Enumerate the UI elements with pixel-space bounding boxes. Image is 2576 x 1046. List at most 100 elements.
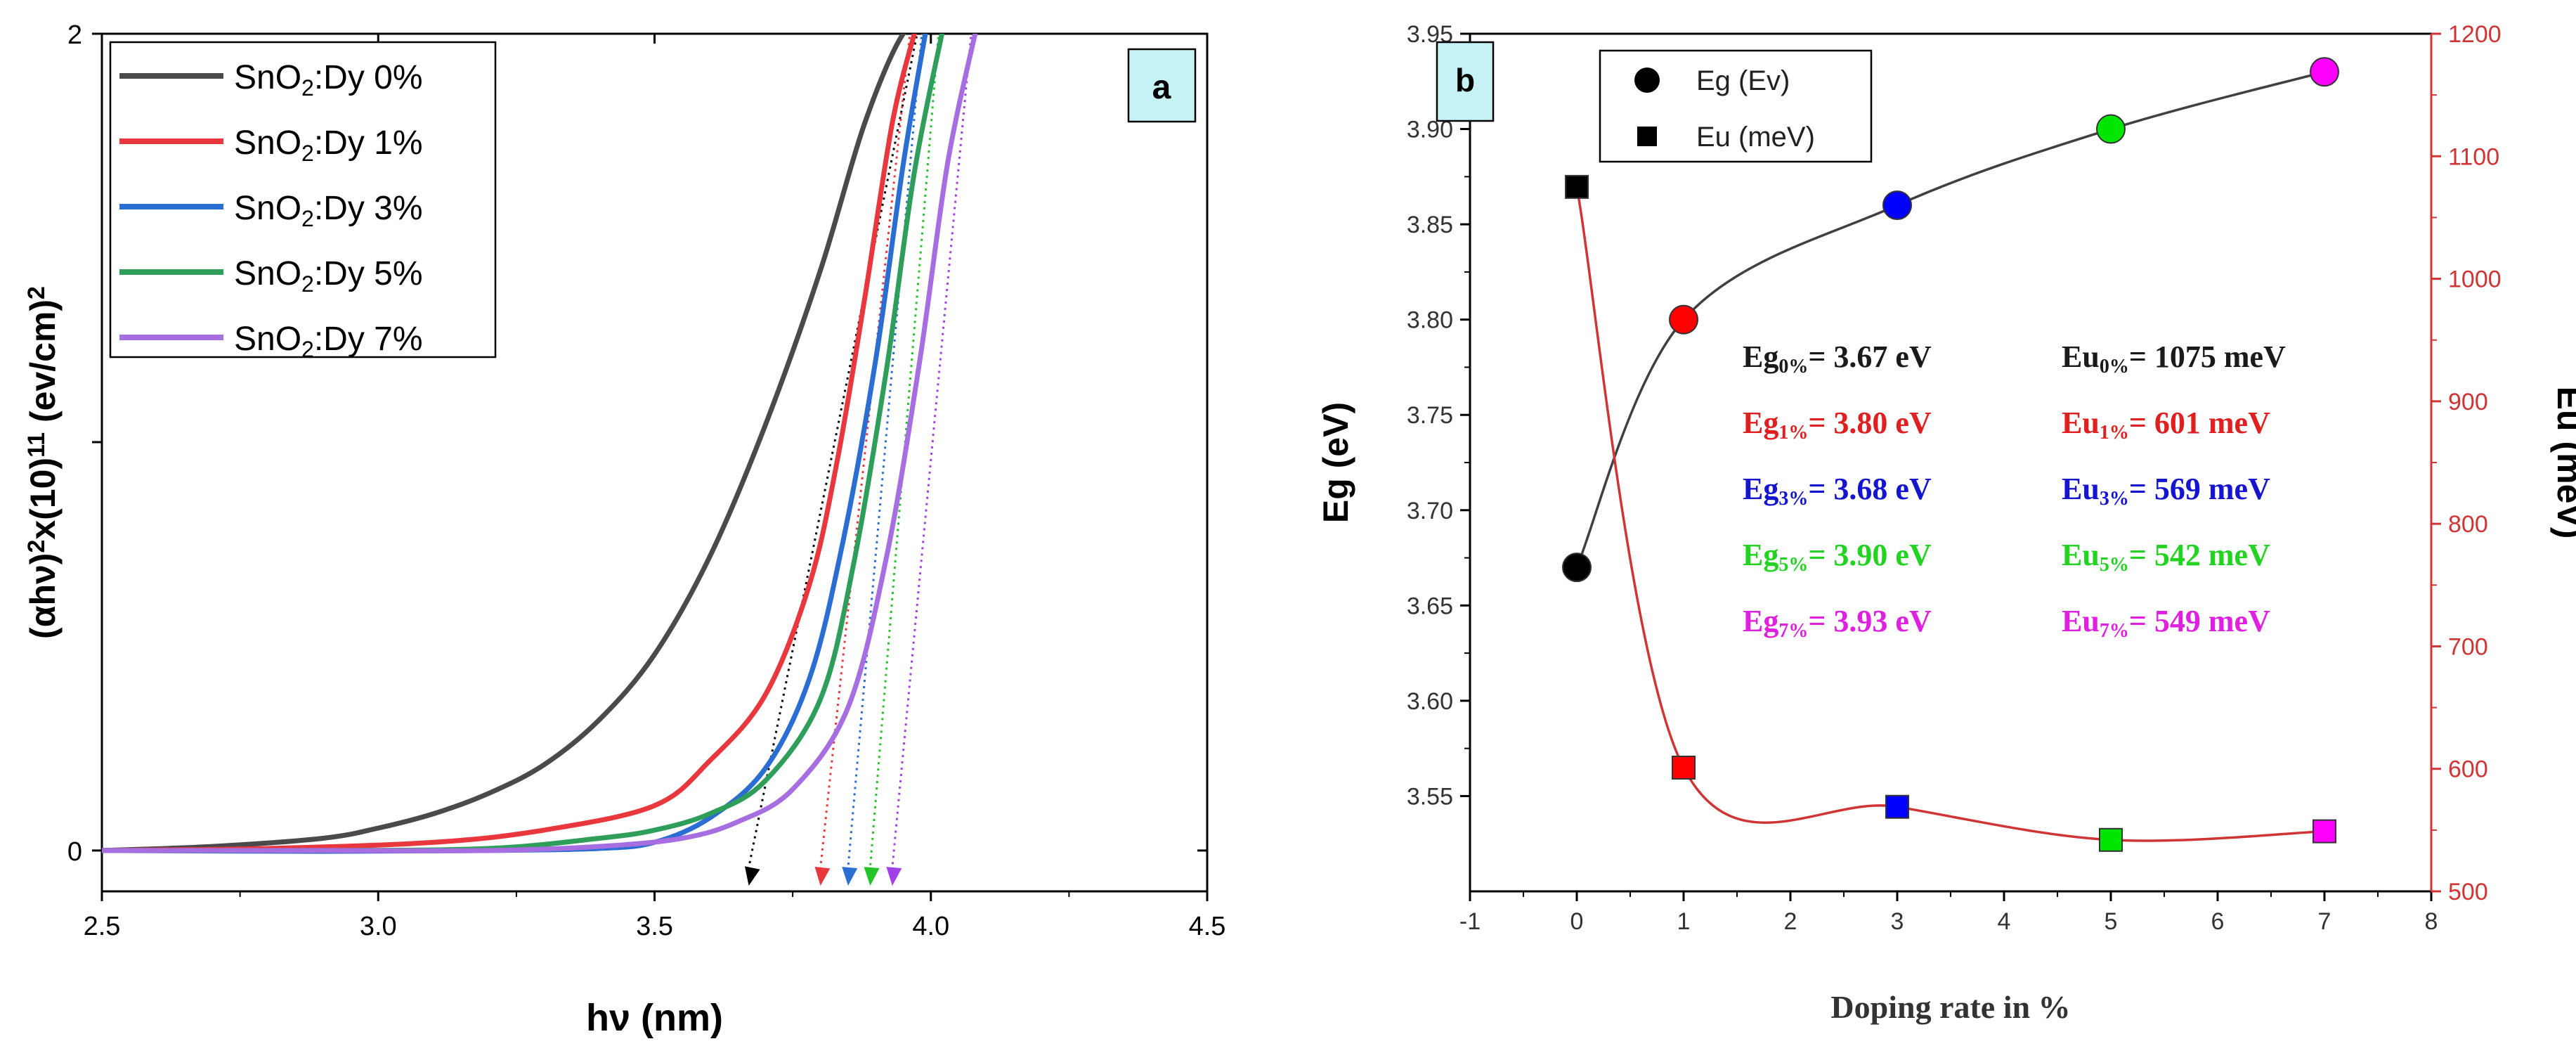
eu-point bbox=[1565, 174, 1589, 199]
eu-annotation-subscript: 5% bbox=[2100, 554, 2129, 576]
eg-point bbox=[1562, 553, 1592, 583]
y-right-tick-label: 1100 bbox=[2448, 143, 2499, 170]
panel-label-box bbox=[1127, 48, 1197, 123]
legend-text-suffix: :Dy 7% bbox=[314, 321, 423, 358]
eu-series-line bbox=[1575, 186, 2325, 842]
y-right-tick-label: 1200 bbox=[2448, 21, 2502, 48]
panel-label-box bbox=[1436, 41, 1495, 122]
tangent-arrowhead bbox=[842, 867, 858, 886]
legend-text: SnO bbox=[234, 190, 301, 227]
x-tick-label: 2 bbox=[1784, 908, 1797, 935]
eg-point bbox=[2096, 114, 2126, 144]
eu-annotation-value: = 1075 meV bbox=[2129, 340, 2286, 374]
eu-annotation-value: = 542 meV bbox=[2129, 538, 2270, 572]
eg-annotation: Eg5%= 3.90 eV bbox=[1743, 538, 1932, 576]
legend-text-suffix: :Dy 0% bbox=[314, 59, 423, 96]
eu-annotation-value: = 569 meV bbox=[2129, 472, 2270, 506]
legend-text-suffix: :Dy 3% bbox=[314, 190, 423, 227]
x-tick-label: 8 bbox=[2425, 908, 2438, 935]
x-tick-label: 1 bbox=[1677, 908, 1691, 935]
tangent-line bbox=[847, 34, 923, 870]
x-tick-label: 0 bbox=[1570, 908, 1584, 935]
y-left-tick-label: 3.60 bbox=[1407, 688, 1453, 715]
eu-annotation-label: Eu bbox=[2062, 472, 2100, 506]
tangent-arrowhead bbox=[864, 867, 880, 886]
x-tick-label: 3 bbox=[1891, 908, 1904, 935]
y-tick-label: 2 bbox=[67, 20, 82, 50]
x-axis-label: Doping rate in % bbox=[1830, 989, 2070, 1025]
legend-text-suffix: :Dy 5% bbox=[314, 255, 423, 292]
legend-square-marker bbox=[1637, 127, 1657, 146]
legend-subscript: 2 bbox=[301, 271, 314, 297]
tangent-line bbox=[747, 34, 918, 870]
eu-annotation: Eu0%= 1075 meV bbox=[2062, 340, 2286, 377]
eg-annotation: Eg7%= 3.93 eV bbox=[1743, 604, 1932, 642]
series-line-0 bbox=[102, 34, 928, 853]
eg-annotation-label: Eg bbox=[1743, 406, 1778, 440]
eg-annotation: Eg3%= 3.68 eV bbox=[1743, 472, 1932, 510]
y-left-tick-label: 3.75 bbox=[1407, 402, 1453, 429]
legend-box bbox=[109, 41, 497, 359]
y-right-tick-label: 800 bbox=[2448, 511, 2488, 538]
eu-annotation-label: Eu bbox=[2062, 406, 2100, 440]
y-right-tick-label: 1000 bbox=[2448, 266, 2502, 293]
eg-annotation-value: = 3.93 eV bbox=[1808, 604, 1932, 638]
eu-point bbox=[2099, 827, 2123, 852]
y-right-tick-label: 700 bbox=[2448, 633, 2488, 660]
legend-entry: SnO2:Dy 5% bbox=[234, 255, 423, 297]
y-label-superscript: 11 bbox=[23, 432, 50, 458]
eu-annotation-subscript: 1% bbox=[2100, 422, 2129, 444]
legend-subscript: 2 bbox=[301, 206, 314, 231]
legend-entry: Eg (Ev) bbox=[1696, 65, 1790, 96]
plot-area bbox=[102, 34, 978, 870]
legend-entry: SnO2:Dy 0% bbox=[234, 59, 423, 101]
eg-annotation-label: Eg bbox=[1743, 604, 1778, 638]
legend-text: SnO bbox=[234, 255, 301, 292]
eu-annotation: Eu1%= 601 meV bbox=[2062, 406, 2270, 444]
eu-point bbox=[2312, 819, 2336, 844]
y-label-superscript: 2 bbox=[23, 540, 50, 553]
eg-annotation-value: = 3.90 eV bbox=[1808, 538, 1932, 572]
eu-annotation-label: Eu bbox=[2062, 340, 2100, 374]
eu-annotation: Eu3%= 569 meV bbox=[2062, 472, 2270, 510]
y-left-tick-label: 3.80 bbox=[1407, 307, 1453, 334]
tangent-line bbox=[819, 34, 911, 870]
x-tick-label: 2.5 bbox=[84, 912, 121, 941]
y-right-tick-label: 500 bbox=[2448, 879, 2488, 905]
legend-text: SnO bbox=[234, 59, 301, 96]
eu-annotation-subscript: 0% bbox=[2100, 356, 2129, 377]
x-tick-label: 4.0 bbox=[912, 912, 949, 941]
tangent-arrowhead bbox=[744, 866, 760, 886]
legend-entry: Eu (meV) bbox=[1696, 122, 1815, 153]
tangent-line bbox=[891, 34, 972, 870]
x-tick-label: 4 bbox=[1998, 908, 2011, 935]
tangent-line bbox=[869, 34, 940, 870]
eg-annotation-label: Eg bbox=[1743, 472, 1778, 506]
eg-annotation-value: = 3.68 eV bbox=[1808, 472, 1932, 506]
y-left-tick-label: 3.70 bbox=[1407, 498, 1453, 524]
y-tick-label: 0 bbox=[67, 837, 82, 867]
y-right-axis-label: Eu (meV) bbox=[2550, 387, 2576, 539]
eu-annotation: Eu5%= 542 meV bbox=[2062, 538, 2270, 576]
eu-annotation-subscript: 3% bbox=[2100, 488, 2129, 510]
x-axis-label: hν (nm) bbox=[586, 997, 723, 1039]
eg-annotation-subscript: 5% bbox=[1778, 554, 1808, 576]
eg-annotation: Eg0%= 3.67 eV bbox=[1743, 340, 1932, 377]
eg-point bbox=[1669, 304, 1698, 335]
x-tick-label: -1 bbox=[1459, 908, 1481, 935]
eu-annotation-label: Eu bbox=[2062, 604, 2100, 638]
y-right-tick-label: 900 bbox=[2448, 389, 2488, 415]
y-left-tick-label: 3.65 bbox=[1407, 593, 1453, 619]
legend-entry: SnO2:Dy 1% bbox=[234, 124, 423, 166]
y-label-text: (αhν) bbox=[23, 553, 63, 639]
legend-entry: SnO2:Dy 3% bbox=[234, 190, 423, 231]
eu-annotation-value: = 549 meV bbox=[2129, 604, 2270, 638]
x-tick-label: 7 bbox=[2318, 908, 2331, 935]
y-label-text: x(10) bbox=[23, 458, 63, 540]
eg-annotation-value: = 3.67 eV bbox=[1808, 340, 1932, 374]
x-tick-label: 6 bbox=[2211, 908, 2225, 935]
eg-annotation-subscript: 0% bbox=[1778, 356, 1808, 377]
legend-entry: SnO2:Dy 7% bbox=[234, 321, 423, 362]
